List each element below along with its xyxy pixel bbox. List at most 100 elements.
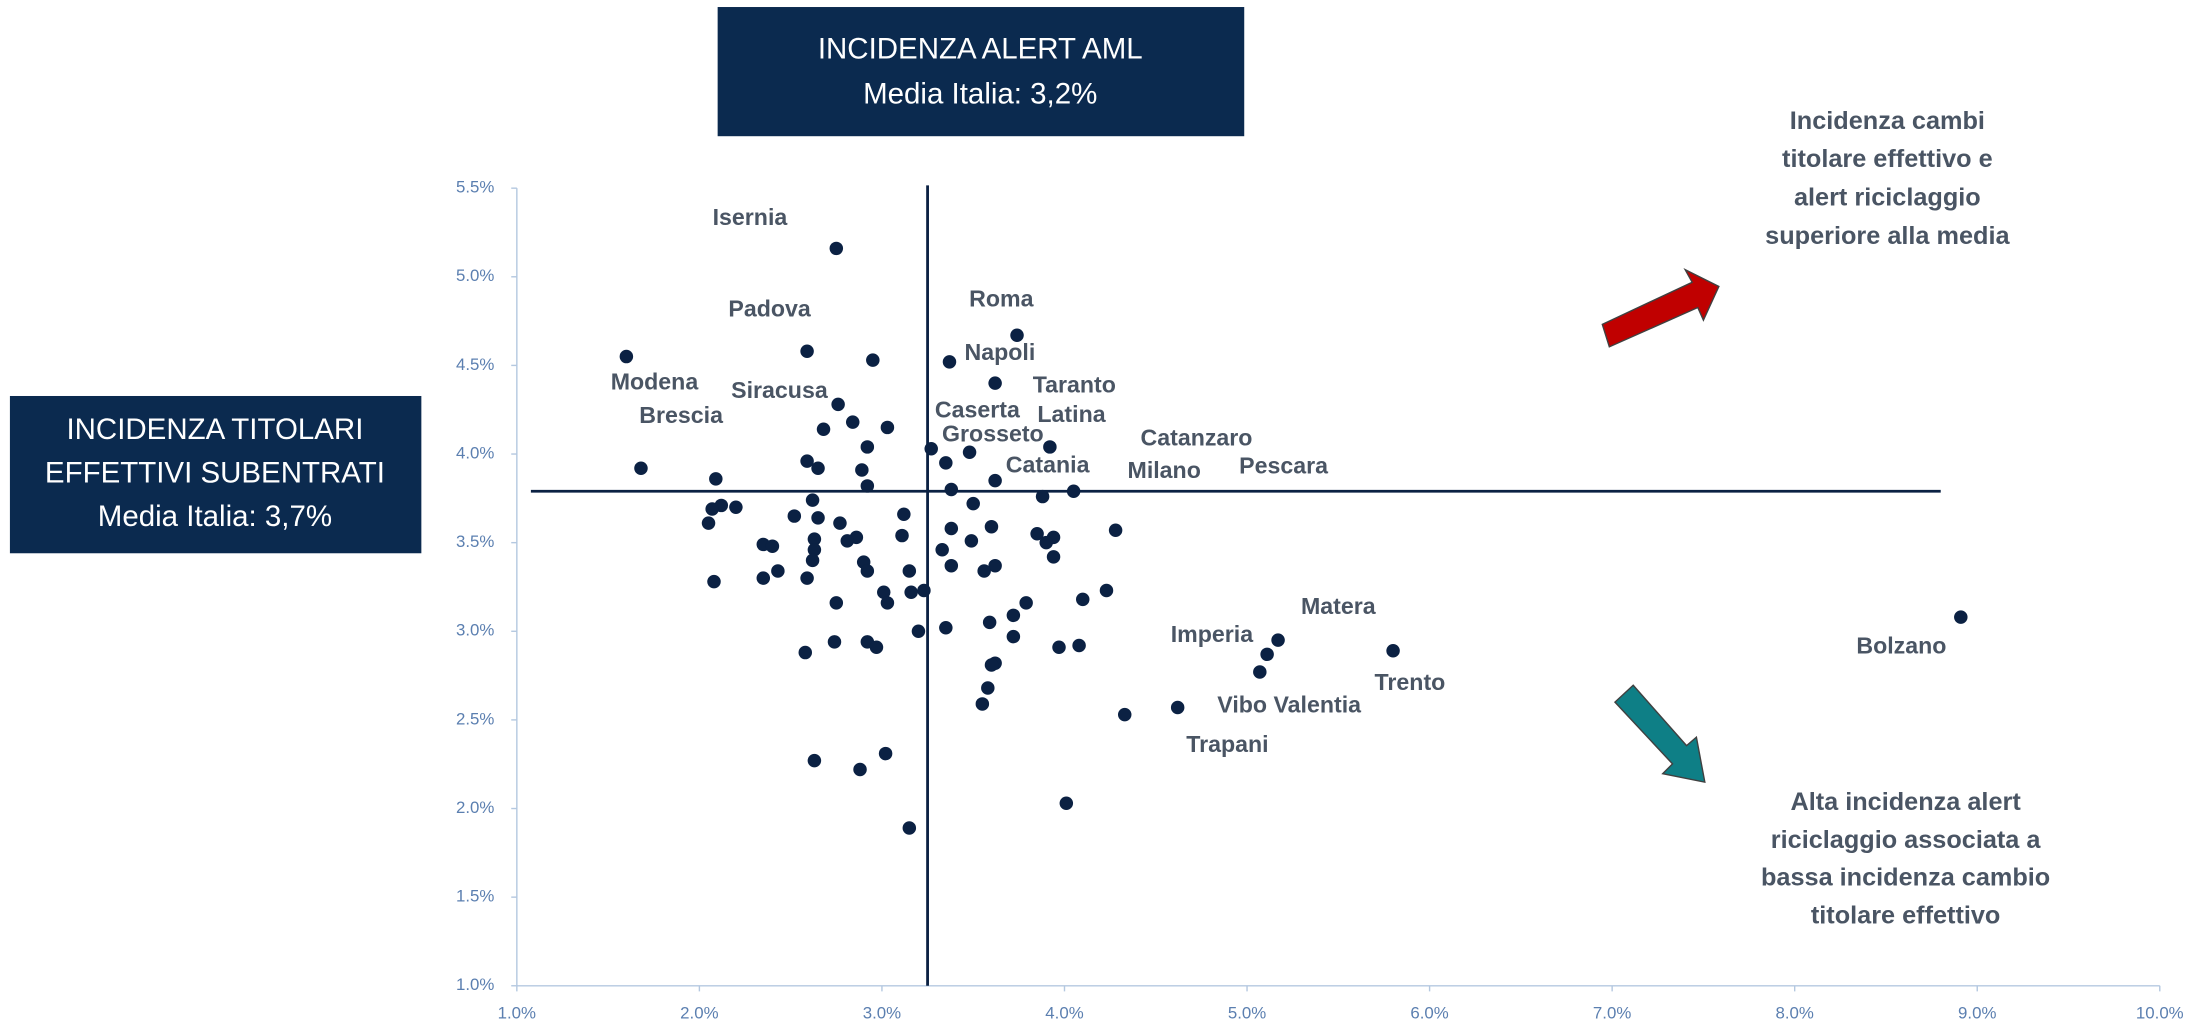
box-text: INCIDENZA TITOLARI [66, 413, 363, 446]
y-tick-label: 4.5% [456, 355, 494, 374]
point [829, 241, 844, 256]
point [1059, 796, 1074, 810]
point [895, 528, 909, 543]
x-average-box [717, 7, 1245, 137]
point [1039, 535, 1053, 550]
point-label: Isernia [713, 204, 789, 230]
point [904, 585, 918, 600]
point [831, 397, 845, 412]
point-label: Grosseto [942, 420, 1044, 446]
point-label: Brescia [639, 402, 724, 428]
point-label: Taranto [1033, 371, 1116, 397]
point [807, 543, 822, 557]
note-text: titolare effettivo e [1782, 145, 1993, 173]
y-tick-label: 5.0% [456, 266, 494, 285]
point-label: Bolzano [1856, 632, 1946, 658]
down-arrow [1613, 684, 1706, 784]
x-tick-label: 8.0% [1775, 1003, 1813, 1022]
y-tick-label: 2.5% [456, 709, 494, 728]
point-label: Modena [611, 368, 700, 394]
point [988, 473, 1002, 488]
point [707, 574, 721, 589]
y-tick-label: 4.0% [456, 443, 494, 462]
up-arrow [1601, 267, 1720, 348]
point [845, 415, 860, 429]
point [981, 681, 995, 695]
point [962, 445, 977, 460]
point [988, 558, 1002, 573]
point-label: Catania [1006, 451, 1091, 477]
point [866, 353, 880, 367]
point [1076, 592, 1090, 607]
point-label: Catanzaro [1141, 425, 1253, 451]
point [1954, 610, 1968, 624]
point [705, 502, 719, 516]
point [977, 564, 991, 578]
point [1386, 644, 1400, 658]
box-text: Media Italia: 3,7% [98, 500, 332, 533]
point [966, 496, 980, 511]
point [878, 746, 893, 761]
point [811, 461, 825, 475]
point [924, 441, 938, 456]
point [805, 493, 820, 507]
note-text: riciclaggio associata a [1771, 826, 2042, 854]
point [1072, 638, 1086, 653]
note-text: alert riciclaggio [1794, 184, 1981, 212]
point [939, 620, 953, 635]
point [1006, 629, 1021, 644]
point [911, 624, 926, 639]
point [756, 571, 771, 585]
point-label: Roma [969, 286, 1034, 312]
point [860, 440, 875, 454]
x-tick-label: 9.0% [1958, 1003, 1996, 1022]
point [634, 461, 648, 475]
point [860, 564, 875, 578]
point [701, 516, 716, 530]
point [800, 571, 814, 585]
x-tick-label: 2.0% [680, 1003, 718, 1022]
point-label: Padova [728, 295, 811, 321]
note-text: superiore alla media [1765, 222, 2010, 250]
point [1046, 550, 1061, 564]
point [1035, 489, 1050, 504]
y-tick-label: 5.5% [456, 178, 494, 197]
point [944, 558, 959, 573]
note-text: bassa incidenza cambio [1761, 864, 2050, 892]
point-label: Matera [1301, 593, 1377, 619]
point [869, 640, 884, 654]
y-tick-label: 3.0% [456, 621, 494, 640]
point [1019, 596, 1033, 610]
point [1043, 440, 1057, 454]
y-tick-label: 1.5% [456, 887, 494, 906]
point [964, 534, 979, 548]
point [771, 564, 785, 578]
point [902, 564, 917, 578]
point [811, 511, 825, 525]
point [1010, 328, 1024, 343]
box-text: EFFETTIVI SUBENTRATI [45, 456, 385, 489]
point [982, 615, 997, 630]
point [1066, 484, 1081, 498]
point-label: Trento [1375, 669, 1446, 695]
point [902, 821, 917, 835]
point [1030, 527, 1044, 541]
point [1006, 608, 1021, 623]
point [800, 344, 814, 358]
point [787, 509, 802, 523]
x-tick-label: 1.0% [498, 1003, 536, 1022]
y-tick-label: 2.0% [456, 798, 494, 817]
point [619, 349, 634, 364]
point-label: Napoli [965, 339, 1036, 365]
point [984, 519, 999, 534]
point-label: Milano [1128, 457, 1201, 483]
point [944, 482, 959, 497]
point [1170, 700, 1185, 715]
point [1253, 665, 1267, 679]
x-tick-label: 10.0% [2136, 1003, 2184, 1022]
point [1108, 523, 1123, 537]
point-label: Latina [1037, 401, 1106, 427]
x-tick-label: 6.0% [1410, 1003, 1448, 1022]
